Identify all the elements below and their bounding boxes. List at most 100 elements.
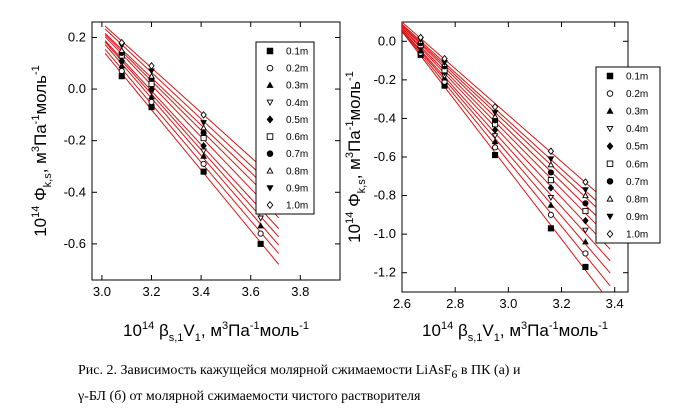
legend-label: 0.4m	[286, 98, 308, 109]
legend-label: 0.5m	[286, 115, 308, 126]
data-point	[148, 80, 155, 87]
legend-marker	[266, 150, 274, 157]
legend-label: 0.9m	[626, 212, 648, 223]
y-tick-label: -0.6	[64, 236, 86, 251]
legend-marker	[606, 90, 614, 97]
data-point	[200, 168, 207, 175]
data-point	[582, 187, 589, 194]
fit-line	[402, 28, 611, 262]
y-tick-label: 0.0	[378, 33, 396, 48]
legend-marker	[606, 213, 614, 221]
legend-label: 0.6m	[286, 132, 308, 143]
data-point	[582, 207, 589, 215]
data-point	[200, 124, 207, 131]
data-point	[148, 62, 155, 70]
legend-label: 0.6m	[626, 159, 648, 170]
y-tick-label: -0.2	[64, 133, 86, 148]
x-tick-label: 3.2	[552, 296, 570, 311]
figure-caption: Рис. 2. Зависимость кажущейся молярной с…	[78, 360, 678, 408]
legend-marker	[266, 167, 274, 174]
data-point	[118, 56, 125, 65]
legend-label: 0.1m	[626, 72, 648, 83]
legend-label: 1.0m	[286, 201, 308, 212]
legend-box	[255, 41, 315, 215]
legend-marker	[606, 107, 614, 114]
fit-line	[402, 22, 611, 205]
fit-line	[104, 34, 280, 208]
x-tick-label: 3.0	[499, 296, 517, 311]
legend-marker	[606, 142, 614, 151]
legend-marker	[266, 47, 274, 55]
data-point	[547, 194, 555, 202]
fit-line	[402, 24, 611, 221]
data-point	[582, 216, 589, 225]
y-tick-label: 0.0	[68, 81, 86, 96]
legend-label: 0.9m	[286, 183, 308, 194]
fit-line	[402, 27, 611, 250]
legend-label: 0.7m	[626, 177, 648, 188]
fit-line	[402, 30, 603, 292]
caption-line-1: Рис. 2. Зависимость кажущейся молярной с…	[78, 360, 678, 386]
data-point	[148, 98, 155, 106]
caption-line-1-subscript: 6	[451, 367, 458, 381]
y-axis-title: 1014 Φk,s, м3Па-1моль-1	[344, 71, 368, 243]
caption-line-1-tail: в ПК (а) и	[457, 363, 521, 378]
fit-line	[402, 25, 611, 230]
data-point	[547, 184, 555, 192]
fit-line	[104, 48, 280, 254]
data-point	[257, 230, 264, 237]
y-tick-label: 0.2	[68, 29, 86, 44]
data-point	[200, 120, 207, 127]
legend-box	[595, 66, 661, 244]
y-tick-label: -0.4	[64, 184, 86, 199]
data-point	[547, 177, 554, 184]
data-point	[491, 138, 499, 145]
x-tick-label: 3.6	[242, 284, 260, 299]
caption-line-2: γ-БЛ (б) от молярной сжимаемости чистого…	[78, 388, 421, 404]
x-tick-label: 3.2	[142, 284, 160, 299]
fit-line	[104, 25, 280, 183]
data-point	[200, 129, 207, 136]
data-point	[118, 38, 125, 47]
data-point	[257, 215, 265, 222]
fit-line	[104, 40, 280, 229]
x-tick-label: 3.8	[291, 284, 309, 299]
legend-label: 0.8m	[626, 194, 648, 205]
data-point	[200, 152, 207, 159]
legend-label: 0.3m	[286, 81, 308, 92]
legend-marker	[606, 125, 614, 133]
data-point	[582, 192, 589, 199]
x-tick-label: 2.8	[446, 296, 464, 311]
x-tick-label: 3.4	[606, 296, 624, 311]
data-point	[547, 169, 554, 176]
legend-marker	[606, 72, 614, 80]
data-point	[200, 111, 207, 119]
data-point	[547, 201, 555, 208]
data-point	[582, 238, 589, 245]
chart-panel-b: 2.6 2.8 3.0 3.2 3.4 0.0 -0.2 -0.4 -0.6 -0.8 -1.0 -1…	[344, 21, 661, 344]
x-tick-label: 3.0	[93, 284, 111, 299]
legend-marker	[266, 99, 274, 107]
data-point	[491, 103, 499, 111]
legend-marker	[606, 160, 614, 168]
caption-line-1-text: Рис. 2. Зависимость кажущейся молярной с…	[78, 363, 452, 378]
data-point	[547, 225, 554, 232]
data-point	[257, 222, 265, 229]
data-point	[441, 54, 448, 63]
data-point	[148, 72, 155, 79]
data-point	[118, 67, 125, 75]
data-point	[582, 250, 589, 257]
legend-label: 0.2m	[286, 64, 308, 75]
chart-panel-a: 3.0 3.2 3.4 3.6 3.8 0.2 0.0 -0.2 -0.4 -0.6 0.1m 0.2…	[30, 21, 341, 344]
legend-marker	[266, 64, 274, 72]
y-tick-label: -0.2	[374, 72, 396, 87]
y-tick-label: -0.8	[374, 188, 396, 203]
legend-label: 0.8m	[286, 166, 308, 177]
legend-label: 1.0m	[626, 230, 648, 241]
data-point	[547, 161, 555, 168]
data-point	[547, 211, 554, 218]
legend-marker	[266, 200, 274, 210]
data-point	[582, 263, 589, 270]
data-point	[148, 93, 155, 100]
